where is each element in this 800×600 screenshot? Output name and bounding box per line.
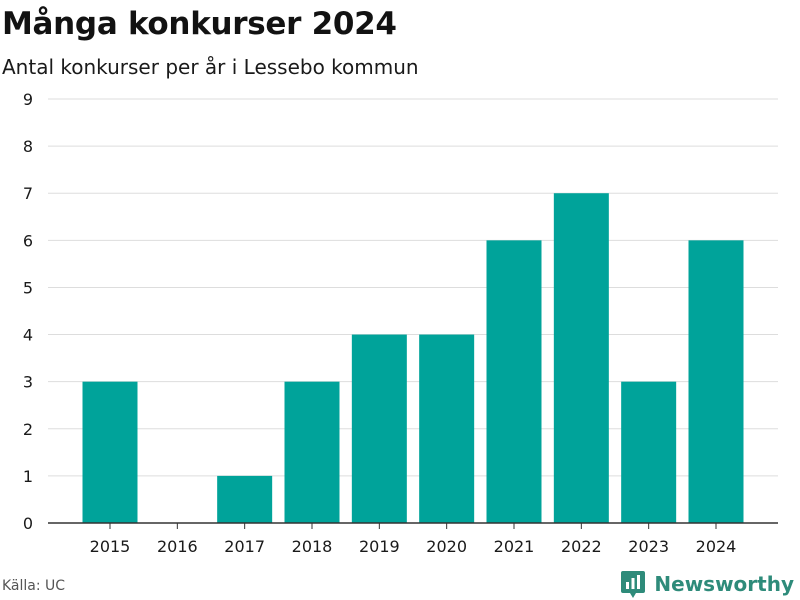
x-tick-label: 2015: [90, 537, 131, 556]
x-tick-label: 2020: [426, 537, 467, 556]
bar-2022: [553, 193, 609, 523]
y-tick-label: 6: [23, 231, 33, 250]
bar-2015: [82, 381, 138, 523]
x-tick-label: 2021: [494, 537, 535, 556]
y-tick-label: 9: [23, 90, 33, 109]
x-tick-label: 2016: [157, 537, 198, 556]
chart-title: Många konkurser 2024: [2, 6, 397, 42]
y-tick-label: 2: [23, 420, 33, 439]
grid-lines: [48, 98, 778, 477]
bar-2018: [284, 381, 340, 523]
brand-name: Newsworthy: [654, 572, 794, 596]
x-tick-label: 2018: [292, 537, 333, 556]
x-tick-label: 2022: [561, 537, 602, 556]
brand-logo: Newsworthy: [620, 568, 794, 600]
y-tick-label: 4: [23, 326, 33, 345]
bars: [82, 193, 744, 524]
x-tick-label: 2017: [224, 537, 265, 556]
bar-2019: [351, 334, 407, 523]
y-tick-label: 3: [23, 373, 33, 392]
bar-2017: [217, 475, 273, 523]
bar-2020: [419, 334, 475, 523]
y-tick-label: 8: [23, 137, 33, 156]
y-tick-label: 7: [23, 184, 33, 203]
bar-2024: [688, 240, 744, 524]
x-tick-label: 2023: [628, 537, 669, 556]
x-tick-label: 2019: [359, 537, 400, 556]
bar-2023: [621, 381, 677, 523]
x-tick-label: 2024: [696, 537, 737, 556]
bar-2021: [486, 240, 542, 524]
source-note: Källa: UC: [2, 578, 66, 594]
chart-subtitle: Antal konkurser per år i Lessebo kommun: [2, 55, 419, 79]
x-axis-ticks: 2015 2016 2017 2018 2019 2020 2021 2022 2023 2024: [90, 523, 737, 556]
y-axis-ticks: 0 1 2 3 4 5 6 7 8 9: [23, 90, 33, 533]
y-tick-label: 1: [23, 467, 33, 486]
bar-chart-logo-icon: [621, 571, 646, 598]
y-tick-label: 0: [23, 514, 33, 533]
y-tick-label: 5: [23, 278, 33, 297]
